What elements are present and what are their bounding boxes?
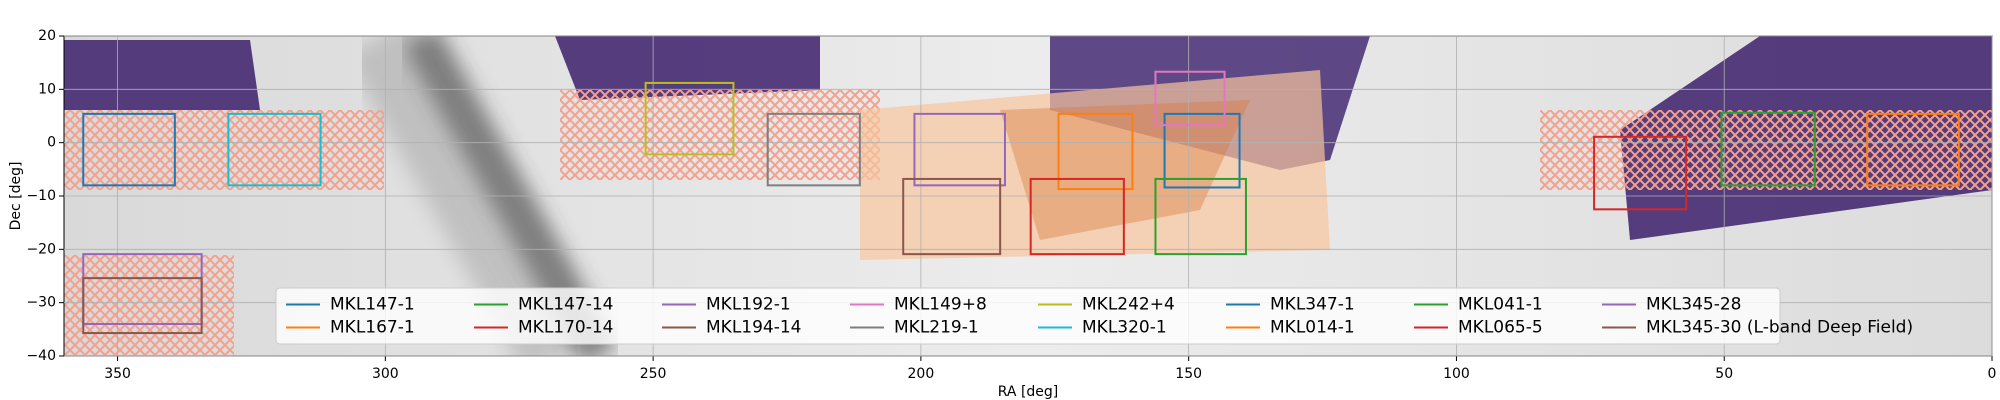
x-axis-label: RA [deg] — [998, 384, 1059, 400]
legend-label: MKL147-14 — [518, 295, 614, 315]
field-box — [1593, 135, 1688, 211]
legend-label: MKL041-1 — [1458, 295, 1543, 315]
legend-frame — [275, 287, 1781, 345]
legend-label: MKL192-1 — [706, 295, 791, 315]
field-box — [1163, 112, 1241, 189]
field-box — [1154, 177, 1247, 256]
x-tick-label: 0 — [1988, 366, 1997, 382]
x-tick-label: 100 — [1443, 366, 1470, 382]
field-box — [1154, 70, 1226, 127]
y-tick-label: 20 — [38, 28, 56, 44]
y-tick-label: −20 — [26, 241, 56, 257]
y-tick-label: −10 — [26, 188, 56, 204]
x-tick-label: 150 — [1175, 366, 1202, 382]
y-tick-label: 0 — [47, 135, 56, 151]
field-box — [1720, 111, 1816, 187]
field-box — [227, 112, 322, 187]
legend-label: MKL320-1 — [1082, 318, 1167, 338]
legend-label: MKL167-1 — [330, 318, 415, 338]
field-box — [1057, 112, 1134, 191]
x-tick-label: 250 — [640, 366, 667, 382]
field-box — [902, 177, 1002, 256]
legend-label: MKL345-30 (L-band Deep Field) — [1646, 318, 1913, 338]
field-box — [644, 81, 735, 156]
legend-label: MKL014-1 — [1270, 318, 1355, 338]
y-axis-label: Dec [deg] — [8, 162, 24, 231]
x-tick-label: 350 — [104, 366, 131, 382]
y-tick-label: −30 — [26, 295, 56, 311]
field-box — [82, 112, 176, 187]
x-tick-label: 300 — [372, 366, 399, 382]
legend-label: MKL149+8 — [894, 295, 987, 315]
legend-label: MKL170-14 — [518, 318, 614, 338]
field-box — [1029, 177, 1125, 256]
legend-label: MKL347-1 — [1270, 295, 1355, 315]
legend-label: MKL219-1 — [894, 318, 979, 338]
field-box — [766, 112, 861, 187]
legend-label: MKL345-28 — [1646, 295, 1742, 315]
legend: MKL147-1 MKL167-1 MKL147-14 MKL170-14 MKL192… — [275, 287, 1913, 345]
field-box — [82, 277, 203, 335]
legend-label: MKL147-1 — [330, 295, 415, 315]
legend-label: MKL194-14 — [706, 318, 802, 338]
y-tick-label: 10 — [38, 81, 56, 97]
field-box — [913, 112, 1006, 187]
x-tick-label: 200 — [908, 366, 935, 382]
y-tick-label: −40 — [26, 348, 56, 364]
legend-label: MKL242+4 — [1082, 295, 1175, 315]
legend-label: MKL065-5 — [1458, 318, 1543, 338]
x-tick-label: 50 — [1715, 366, 1733, 382]
field-box — [1866, 112, 1960, 187]
